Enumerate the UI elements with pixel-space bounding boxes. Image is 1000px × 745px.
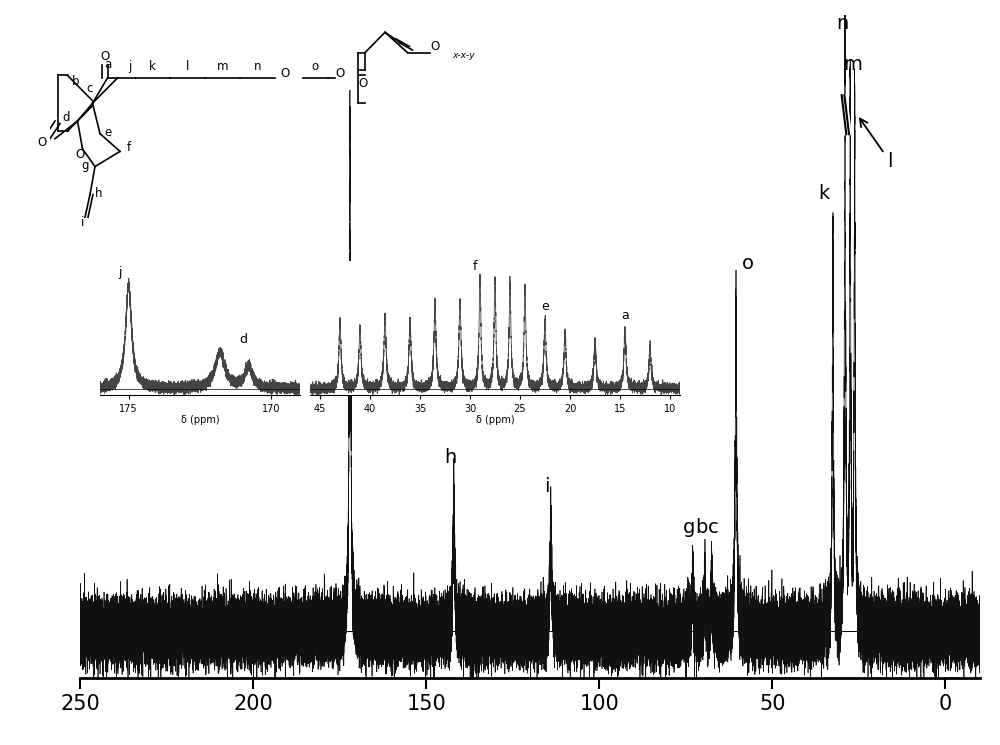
Text: o: o	[742, 254, 754, 273]
Text: O: O	[280, 67, 289, 80]
Text: d: d	[63, 111, 70, 124]
Text: m: m	[843, 54, 862, 74]
Text: b: b	[72, 74, 80, 87]
Text: f: f	[127, 142, 131, 154]
X-axis label: δ (ppm): δ (ppm)	[181, 415, 219, 425]
Text: l: l	[186, 60, 189, 73]
Text: g: g	[683, 518, 695, 537]
Text: i: i	[81, 216, 84, 229]
Text: j: j	[118, 266, 122, 279]
Text: c: c	[708, 518, 719, 537]
Text: k: k	[819, 184, 830, 203]
Text: O: O	[75, 148, 85, 161]
Text: i: i	[545, 477, 550, 496]
Text: h: h	[444, 448, 457, 466]
Text: n: n	[254, 60, 261, 73]
Text: x-x-y: x-x-y	[453, 51, 475, 60]
X-axis label: δ (ppm): δ (ppm)	[476, 415, 514, 425]
Text: o: o	[311, 60, 319, 73]
Text: b: b	[695, 518, 708, 537]
Text: a: a	[104, 58, 111, 71]
Text: j: j	[128, 60, 132, 73]
Text: e: e	[541, 300, 549, 313]
Text: O: O	[100, 50, 110, 63]
Text: O: O	[430, 40, 439, 53]
Text: g: g	[81, 159, 89, 172]
Text: d: d	[239, 333, 247, 346]
Text: f: f	[473, 260, 477, 273]
Text: O: O	[358, 77, 367, 90]
Text: a: a	[621, 308, 629, 322]
Text: e: e	[104, 126, 111, 139]
Text: n: n	[836, 13, 848, 33]
Text: h: h	[95, 187, 103, 200]
Text: m: m	[217, 60, 228, 73]
Text: k: k	[149, 60, 156, 73]
Text: O: O	[335, 67, 345, 80]
Text: O: O	[38, 136, 47, 149]
Text: c: c	[87, 82, 93, 95]
Text: l: l	[860, 118, 893, 171]
